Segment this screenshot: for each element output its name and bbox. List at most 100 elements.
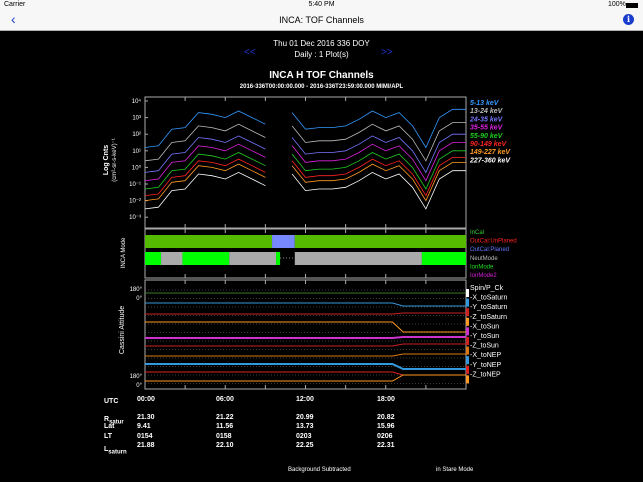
prev-label[interactable]: << <box>244 47 256 58</box>
y-tick-label: 10¹ <box>132 149 141 155</box>
series-line-3 <box>144 150 466 190</box>
ephemeris-value: 9.41 <box>137 423 151 431</box>
series-line-5 <box>144 133 466 174</box>
ephemeris-value: 0158 <box>216 432 232 440</box>
time-label: 06:00 <box>216 396 234 403</box>
row-label-text: L <box>104 445 109 453</box>
row-label-subscript: satur <box>109 419 124 426</box>
attitude-legend-swatch <box>466 298 469 307</box>
ephemeris-value: 15.96 <box>377 423 395 431</box>
attitude-legend-entry: -Y_toSun <box>470 333 499 340</box>
mode-legend-entry: OutCal:UnPlaned <box>470 239 517 245</box>
attitude-legend-swatch <box>466 327 469 336</box>
row-label: Lsaturn <box>104 446 127 455</box>
series-line-2 <box>144 157 466 197</box>
date-label: Thu 01 Dec 2016 336 DOY <box>273 39 370 48</box>
next-label[interactable]: >> <box>381 47 393 58</box>
status-bar: Carrier 5:40 PM 100% <box>0 0 643 11</box>
mode-legend-entry: IonMode2 <box>470 273 497 279</box>
attitude-legend-entry: Spin/P_Ck <box>470 285 504 292</box>
panel-frame <box>144 279 467 390</box>
legend-entry: 227-360 keV <box>469 157 511 164</box>
ylabel: Log Cnts <box>103 145 110 175</box>
legend-entry: 5-13 keV <box>470 100 500 107</box>
mode-segment <box>421 252 466 265</box>
attitude-legend-entry: -Y_toSaturn <box>470 304 507 311</box>
attitude-tick: 180° <box>130 374 143 380</box>
attitude-line <box>145 312 466 315</box>
ephemeris-value: 21.22 <box>216 414 234 421</box>
mode-legend-entry: NeutMode <box>470 256 498 262</box>
mode-segment <box>229 252 277 265</box>
battery-label: 100% <box>608 1 626 8</box>
ephemeris-value: 0206 <box>377 432 393 440</box>
ephemeris-value: 22.25 <box>296 441 314 449</box>
prev-day-button[interactable]: << <box>244 42 256 60</box>
row-label-text: R <box>104 416 110 423</box>
attitude-line <box>145 302 466 307</box>
mode-segment <box>294 235 466 248</box>
legend-entry: 35-55 keV <box>470 125 504 132</box>
attitude-legend-swatch <box>466 356 469 365</box>
mode-segment <box>161 252 183 265</box>
ephemeris-value: 20.82 <box>377 414 395 421</box>
series-line-4 <box>144 142 466 182</box>
series-line-0 <box>144 170 466 210</box>
nav-title: INCA: TOF Channels <box>279 15 364 25</box>
battery-icon <box>626 3 638 8</box>
row-label-subscript: saturn <box>108 449 127 456</box>
plot-title: INCA H TOF Channels <box>269 70 374 81</box>
y-tick-label: 10³ <box>132 116 141 122</box>
attitude-legend-entry: -X_toSun <box>470 323 499 330</box>
row-label: Lat <box>104 423 115 432</box>
y-tick-label: 10⁻¹ <box>129 182 141 188</box>
attitude-legend-entry: -Y_toNEP <box>470 362 501 369</box>
mode-legend-entry: InCal <box>470 230 484 236</box>
legend-entry: 55-90 keV <box>470 133 504 140</box>
attitude-legend-swatch <box>466 337 469 345</box>
mode-segment <box>294 252 422 265</box>
ephemeris-value: 20.99 <box>296 414 314 421</box>
legend-entry: 13-24 keV <box>470 108 504 115</box>
mode-segment <box>145 252 162 265</box>
mode-legend-entry: OutCal:Planed <box>470 247 509 253</box>
time-label: 18:00 <box>377 396 395 403</box>
attitude-tick: 180° <box>130 287 143 293</box>
attitude-legend-swatch <box>466 346 469 355</box>
y-tick-label: 10⁰ <box>132 164 142 171</box>
mode-axis-label: INCA Mode <box>121 237 127 268</box>
info-icon[interactable]: i <box>623 14 634 25</box>
attitude-line <box>145 353 466 357</box>
attitude-legend-swatch <box>466 317 469 326</box>
ephemeris-value: 0203 <box>296 432 312 440</box>
time-label: 12:00 <box>296 396 314 403</box>
attitude-legend-entry: -Z_toNEP <box>470 371 501 378</box>
attitude-legend-swatch <box>466 289 469 297</box>
utc-label: UTC <box>104 398 119 405</box>
next-day-button[interactable]: >> <box>381 42 393 60</box>
attitude-legend-swatch <box>466 365 469 374</box>
row-label-text: LT <box>104 432 113 440</box>
legend-entry: 90-149 keV <box>470 141 508 148</box>
ephemeris-value: 13.73 <box>296 423 314 431</box>
attitude-line <box>145 363 466 370</box>
series-line-1 <box>144 162 466 202</box>
attitude-tick: 0° <box>136 383 142 389</box>
attitude-axis-label: Cassini Attitude <box>119 306 126 354</box>
y-tick-label: 10⁴ <box>132 98 142 105</box>
y-tick-label: 10⁻² <box>129 199 141 205</box>
row-label: LT <box>104 433 112 442</box>
attitude-tick: 0° <box>136 296 142 302</box>
ephemeris-value: 22.10 <box>216 441 234 449</box>
attitude-legend-entry: -Z_toSun <box>470 343 499 350</box>
plot-subtitle: 2016-336T00:00:00.000 - 2016-336T23:59:0… <box>239 84 404 90</box>
attitude-legend-swatch <box>466 308 469 317</box>
attitude-line <box>145 374 466 382</box>
row-label: Rsatur <box>104 416 124 425</box>
attitude-legend-entry: -Z_toSaturn <box>470 314 507 321</box>
plot-count-label: Daily : 1 Plot(s) <box>294 50 349 59</box>
carrier-label: Carrier <box>4 1 26 8</box>
back-button[interactable]: ‹ <box>11 11 16 27</box>
mode-segment <box>272 235 295 248</box>
attitude-legend-swatch <box>466 375 469 384</box>
